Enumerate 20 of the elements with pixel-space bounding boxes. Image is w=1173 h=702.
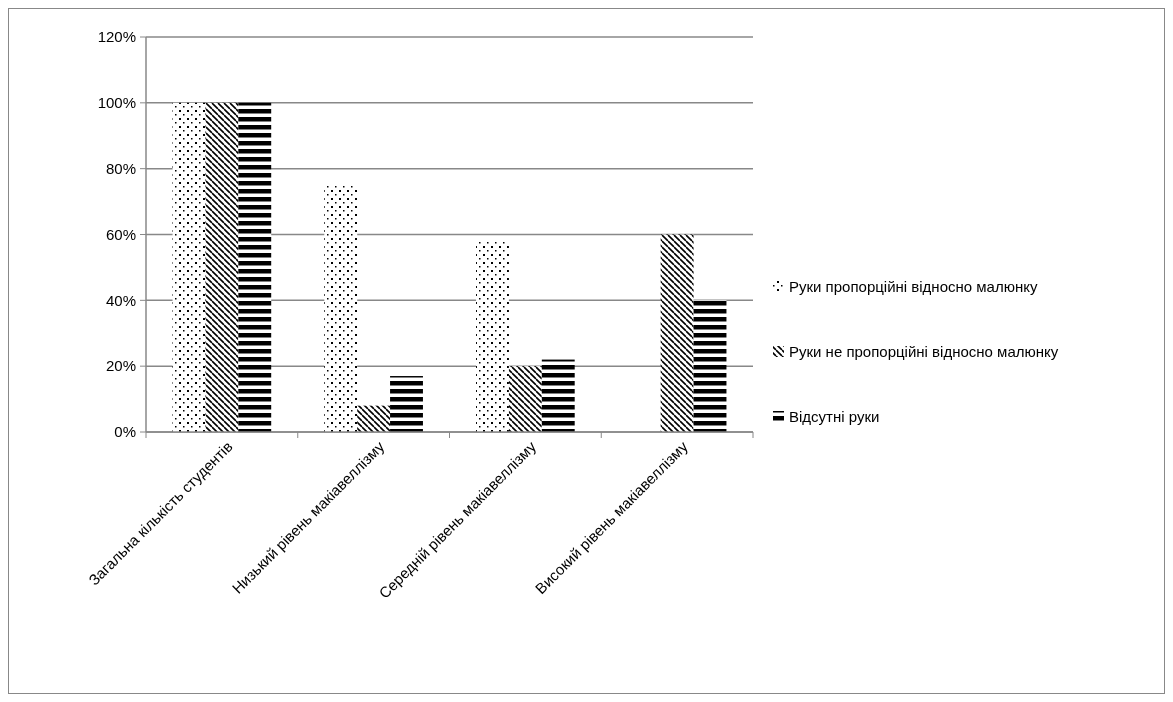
y-tick-label: 100%	[97, 94, 136, 112]
legend-label: Руки пропорційні відносно малюнку	[789, 278, 1038, 296]
y-tick-label: 80%	[105, 159, 136, 177]
bar	[508, 366, 542, 432]
bar	[238, 102, 272, 432]
y-tick-label: 60%	[105, 225, 136, 243]
bar	[476, 241, 509, 432]
bar	[357, 405, 391, 432]
y-tick-label: 120%	[97, 28, 136, 46]
bar	[205, 102, 239, 432]
y-tick-label: 0%	[114, 423, 136, 441]
y-tick-label: 40%	[105, 291, 136, 309]
bar	[541, 359, 575, 432]
legend-label: Руки не пропорційні відносно малюнку	[789, 343, 1059, 361]
y-tick-label: 20%	[105, 357, 136, 375]
bar	[172, 102, 206, 432]
legend-label: Відсутні руки	[789, 408, 880, 426]
bar	[693, 300, 727, 432]
bar	[390, 376, 423, 432]
bar	[660, 234, 694, 432]
